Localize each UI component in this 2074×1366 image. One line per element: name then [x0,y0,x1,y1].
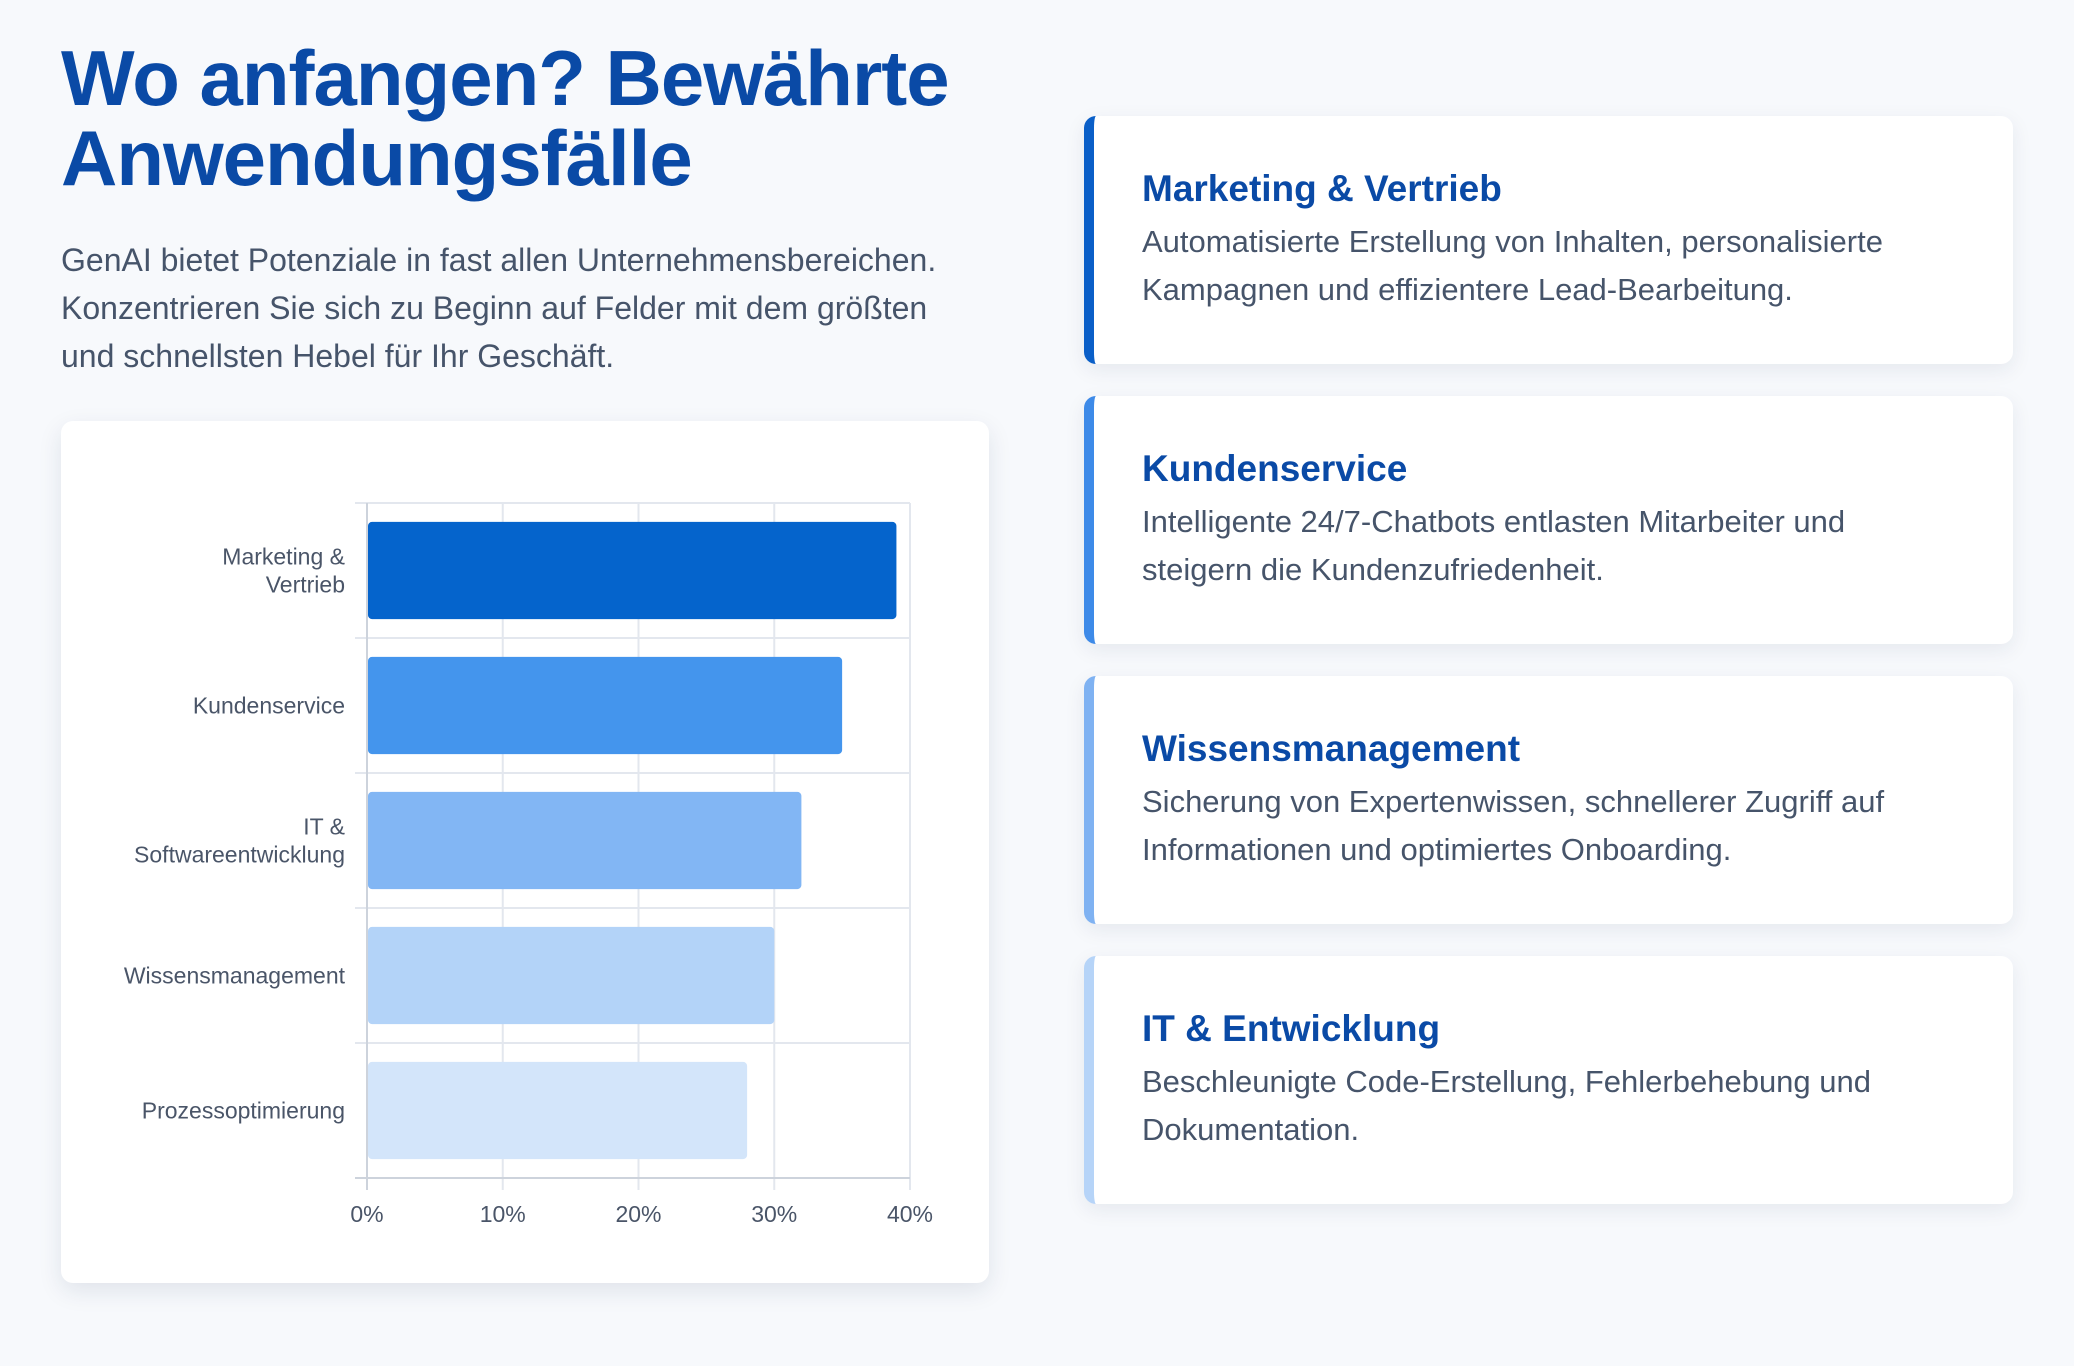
intro-text: GenAI bietet Potenziale in fast allen Un… [61,236,1001,380]
card-it-entwicklung: IT & Entwicklung Beschleunigte Code-Erst… [1084,956,2013,1204]
category-label: Vertrieb [266,572,345,598]
page-title-line-1: Wo anfangen? Bewährte [61,34,950,122]
card-text-line-1: Beschleunigte Code-Erstellung, Fehlerbeh… [1142,1064,1871,1099]
intro-line-2: Konzentrieren Sie sich zu Beginn auf Fel… [61,290,928,326]
page-title-line-2: Anwendungsfälle [61,114,693,202]
x-tick-label: 40% [887,1201,933,1227]
category-label: Marketing & [222,544,345,570]
category-label: Prozessoptimierung [142,1098,345,1124]
card-text-line-2: steigern die Kundenzufriedenheit. [1142,552,1604,587]
intro-section: Wo anfangen? Bewährte Anwendungsfälle Ge… [61,38,1001,380]
card-text: Beschleunigte Code-Erstellung, Fehlerbeh… [1142,1058,1973,1154]
card-text-line-2: Informationen und optimiertes Onboarding… [1142,832,1732,867]
chart-card: Marketing & Vertrieb Kundenservice IT & Soft… [61,421,989,1283]
card-title: IT & Entwicklung [1142,1008,1441,1049]
card-text-line-1: Intelligente 24/7-Chatbots entlasten Mit… [1142,504,1846,539]
bar [368,1061,748,1160]
page-title: Wo anfangen? Bewährte Anwendungsfälle [61,38,1001,198]
intro-line-1: GenAI bietet Potenziale in fast allen Un… [61,242,937,278]
category-label: Softwareentwicklung [134,842,345,868]
x-tick-label: 20% [615,1201,661,1227]
bar [368,926,775,1025]
card-wissensmanagement: Wissensmanagement Sicherung von Experten… [1084,676,2013,924]
card-text-line-1: Automatisierte Erstellung von Inhalten, … [1142,224,1883,259]
card-text-line-2: Kampagnen und effizientere Lead-Bearbeit… [1142,272,1793,307]
card-text: Sicherung von Expertenwissen, schnellere… [1142,778,1973,874]
use-case-cards: Marketing & Vertrieb Automatisierte Erst… [1084,116,2013,1236]
card-text-line-1: Sicherung von Expertenwissen, schnellere… [1142,784,1885,819]
bar [368,656,843,755]
x-tick-label: 0% [350,1201,383,1227]
bar-chart: Marketing &Vertrieb Kundenservice IT &Soft… [124,502,933,1227]
category-label: Kundenservice [193,693,345,719]
bar [368,791,802,890]
card-title: Wissensmanagement [1142,728,1521,769]
category-label: IT & [303,814,345,840]
card-kundenservice: Kundenservice Intelligente 24/7-Chatbots… [1084,396,2013,644]
card-title: Kundenservice [1142,448,1408,489]
category-label: Wissensmanagement [124,963,346,989]
card-text: Automatisierte Erstellung von Inhalten, … [1142,218,1973,314]
card-text-line-2: Dokumentation. [1142,1112,1360,1147]
intro-line-3: und schnellsten Hebel für Ihr Geschäft. [61,338,615,374]
card-text: Intelligente 24/7-Chatbots entlasten Mit… [1142,498,1973,594]
card-marketing-vertrieb: Marketing & Vertrieb Automatisierte Erst… [1084,116,2013,364]
x-tick-label: 30% [751,1201,797,1227]
card-title: Marketing & Vertrieb [1142,168,1502,209]
x-tick-label: 10% [480,1201,526,1227]
bar [368,521,897,620]
